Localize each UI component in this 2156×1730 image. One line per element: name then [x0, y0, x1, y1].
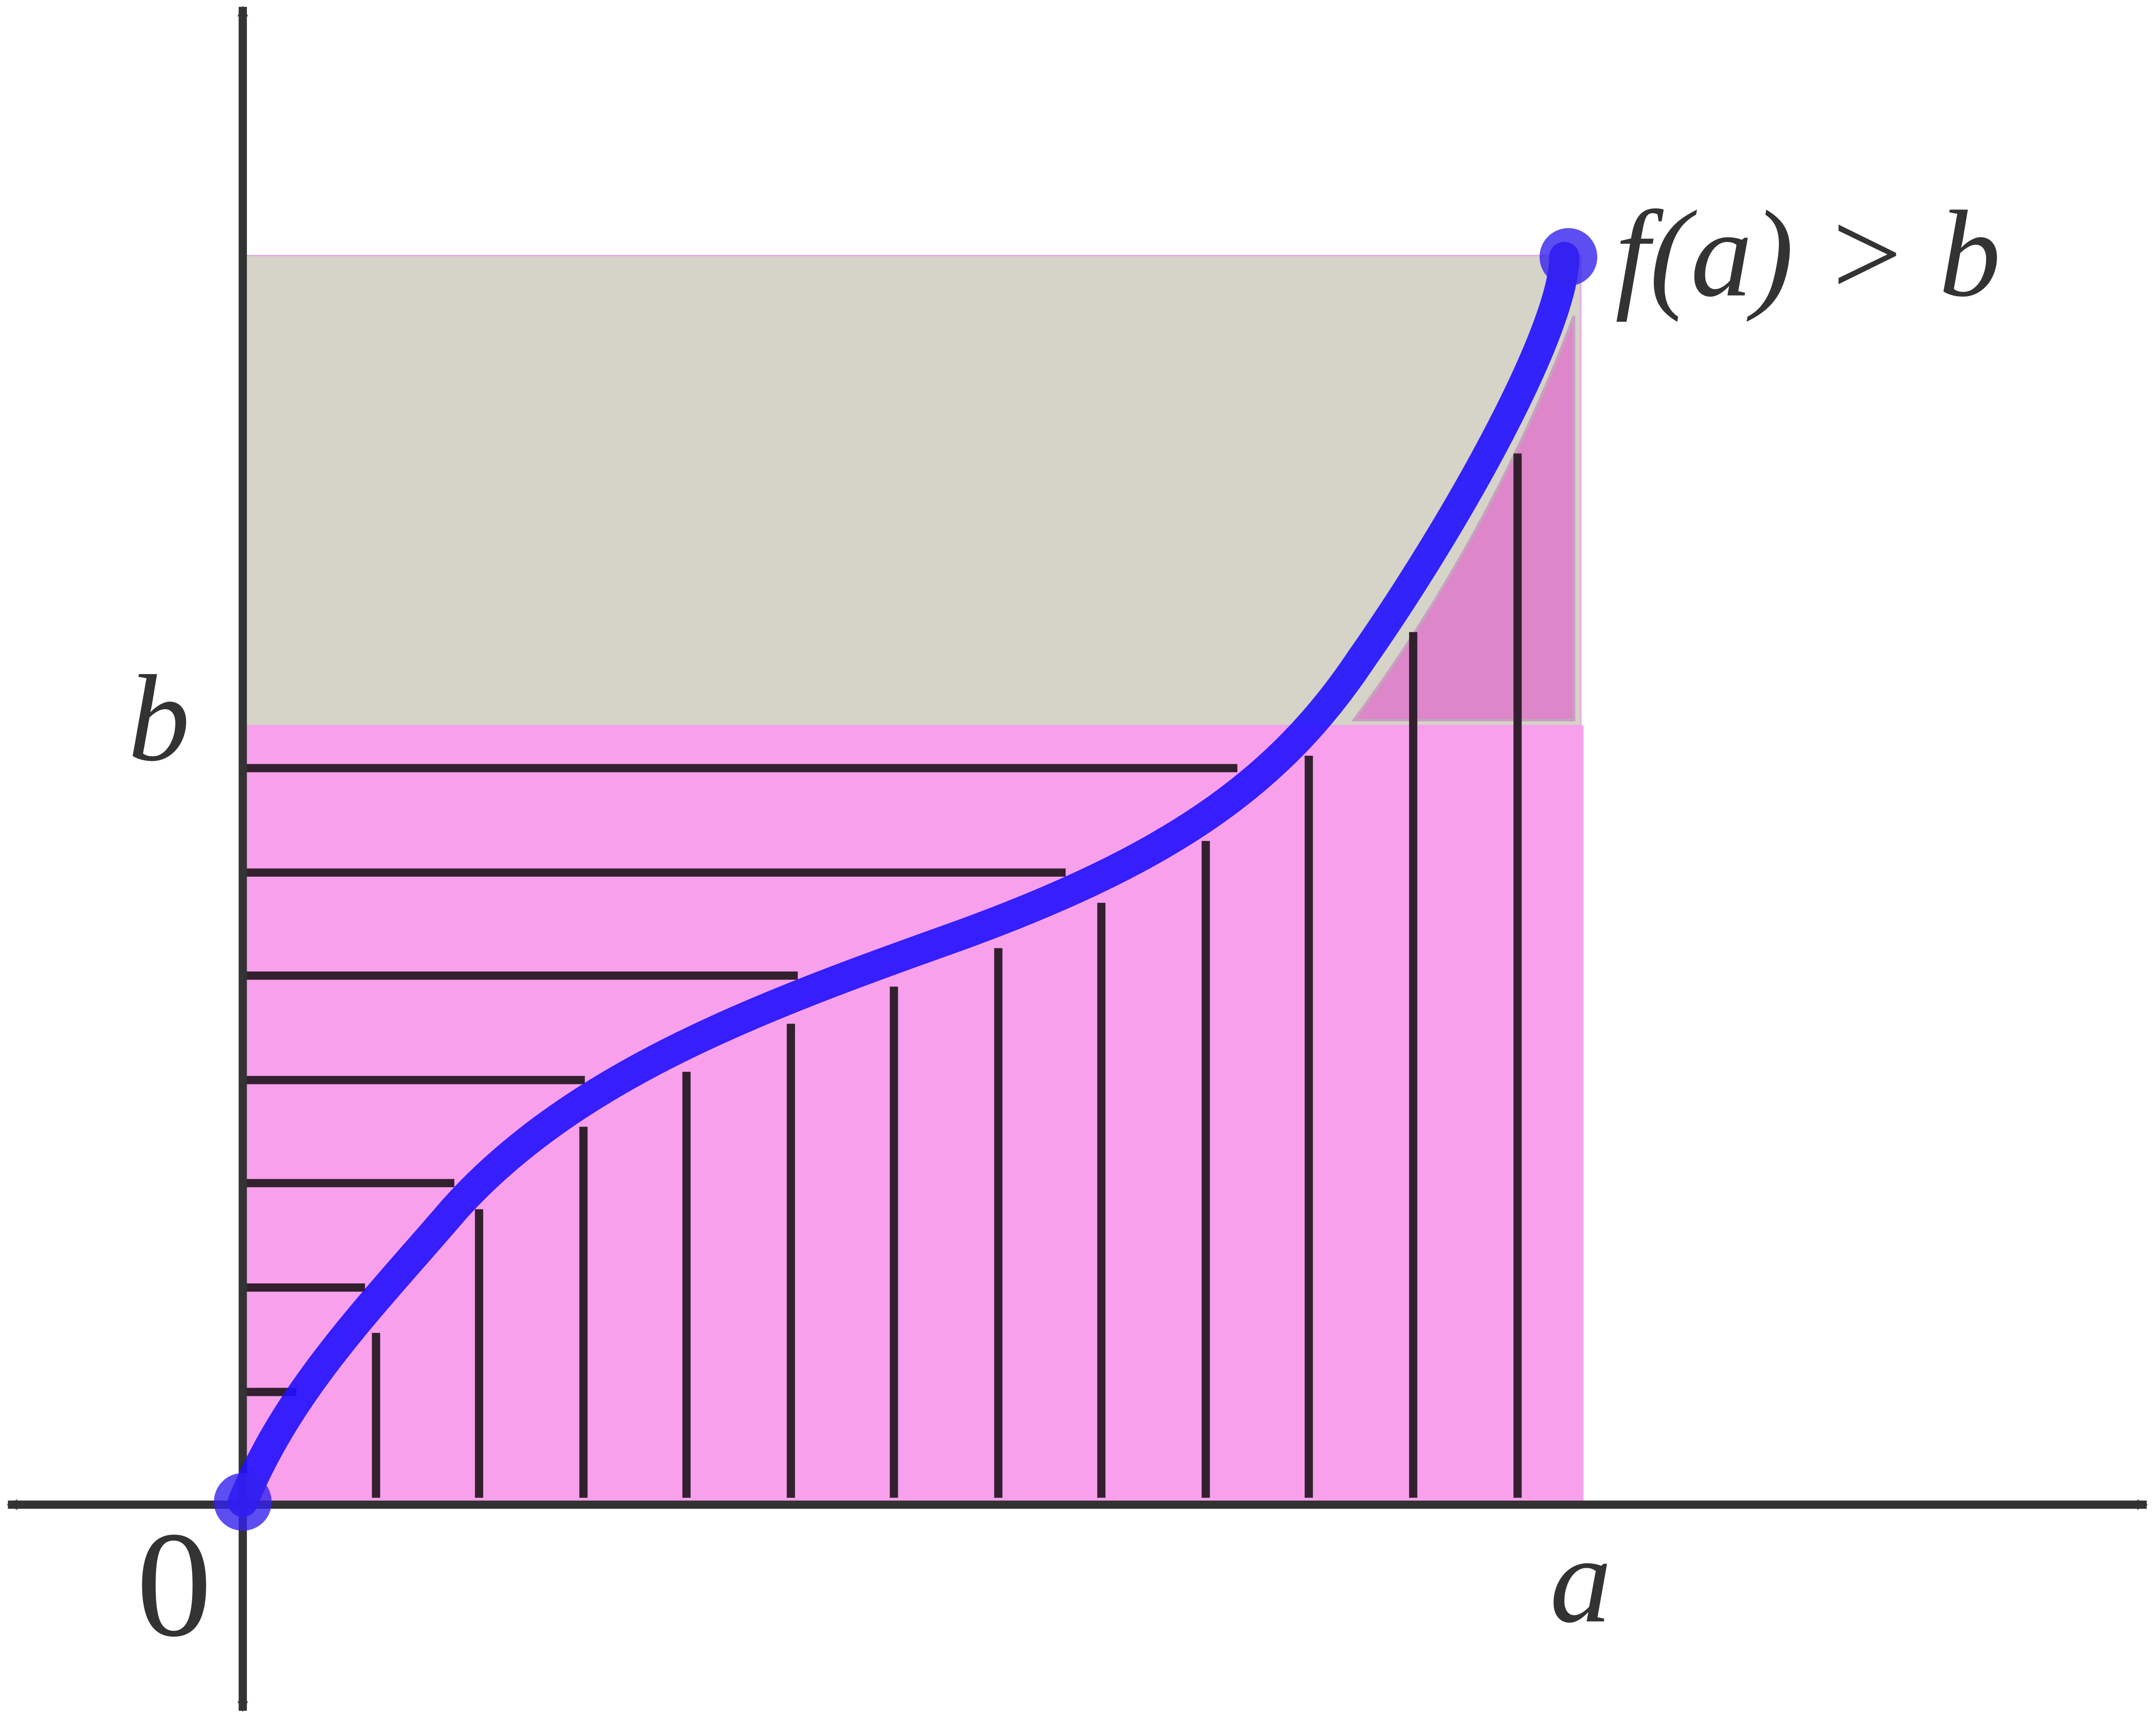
vertical-hatch: [372, 453, 1522, 1498]
function-curve: [228, 242, 1579, 1517]
b-label: b: [128, 650, 190, 787]
a-label: a: [1550, 1512, 1612, 1649]
condition-label: f(a) > b: [1615, 186, 2001, 323]
lower-region: [245, 725, 1584, 1501]
end-point: [1539, 228, 1598, 286]
origin-label: 0: [136, 1501, 212, 1668]
start-point: [214, 1473, 272, 1531]
